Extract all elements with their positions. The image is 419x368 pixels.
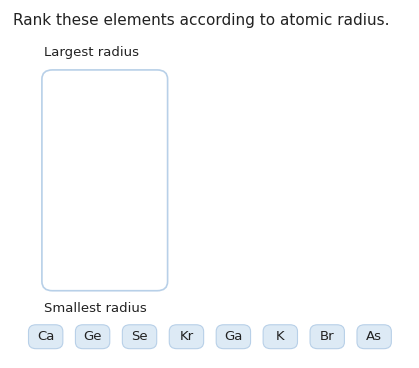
FancyBboxPatch shape: [122, 325, 157, 349]
Text: Ga: Ga: [224, 330, 243, 343]
FancyBboxPatch shape: [28, 325, 63, 349]
FancyBboxPatch shape: [169, 325, 204, 349]
FancyBboxPatch shape: [357, 325, 391, 349]
FancyBboxPatch shape: [263, 325, 297, 349]
FancyBboxPatch shape: [310, 325, 344, 349]
FancyBboxPatch shape: [216, 325, 251, 349]
Text: Smallest radius: Smallest radius: [44, 302, 147, 315]
Text: Largest radius: Largest radius: [44, 46, 139, 59]
Text: Ca: Ca: [37, 330, 54, 343]
Text: As: As: [366, 330, 382, 343]
FancyBboxPatch shape: [75, 325, 110, 349]
Text: Ge: Ge: [83, 330, 102, 343]
Text: Rank these elements according to atomic radius.: Rank these elements according to atomic …: [13, 13, 389, 28]
FancyBboxPatch shape: [42, 70, 168, 291]
Text: Br: Br: [320, 330, 334, 343]
Text: K: K: [276, 330, 285, 343]
Text: Se: Se: [131, 330, 148, 343]
Text: Kr: Kr: [179, 330, 194, 343]
